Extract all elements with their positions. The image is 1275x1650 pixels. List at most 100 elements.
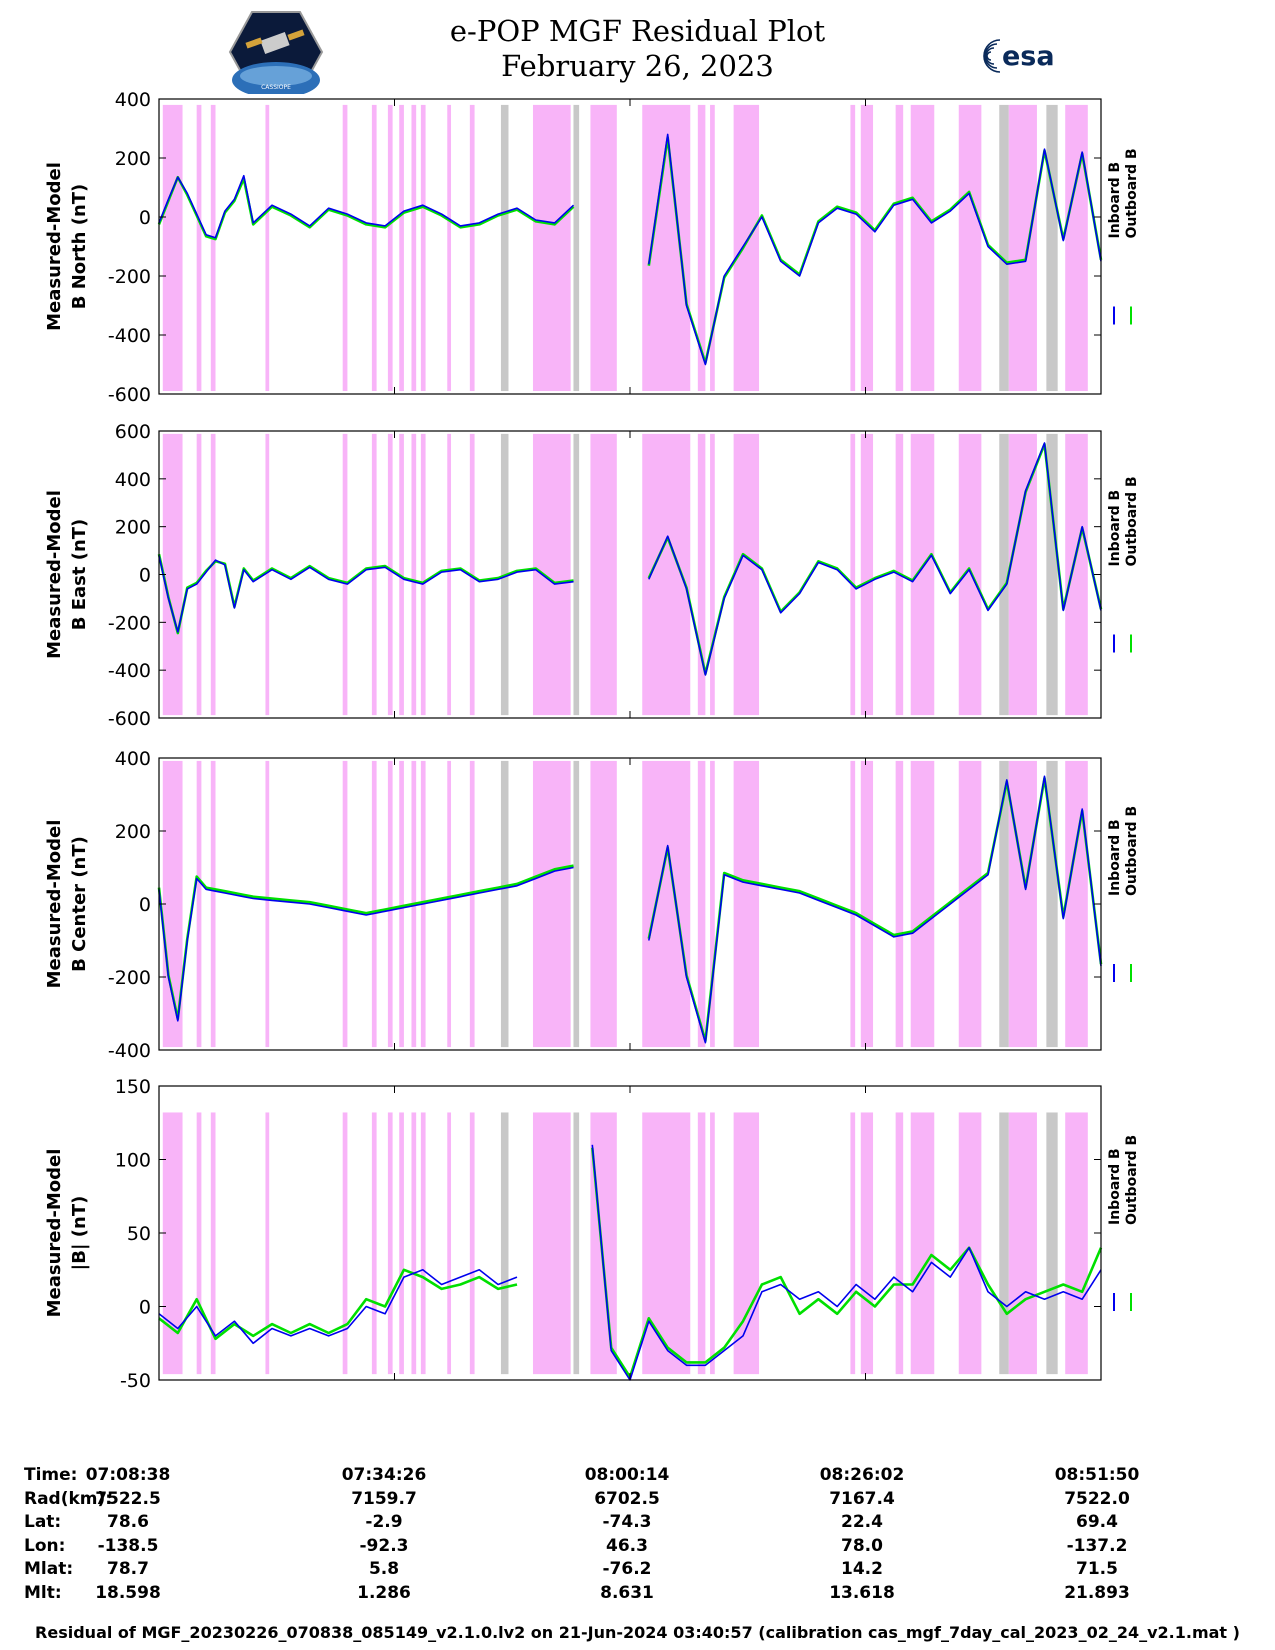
shaded-band — [642, 760, 691, 1048]
shaded-band — [532, 1112, 571, 1375]
info-row: Lon: -138.5 -92.3 46.3 78.0 -137.2 — [24, 1536, 1254, 1560]
y-axis-label: Measured-Model — [44, 490, 65, 659]
series-inboard-line — [158, 133, 1102, 366]
plot-date: February 26, 2023 — [501, 49, 774, 83]
gray-band — [999, 760, 1009, 1048]
shaded-band — [733, 433, 760, 716]
shaded-band — [532, 433, 571, 716]
info-row: Lat: 78.6 -2.9 -74.3 22.4 69.4 — [24, 1512, 1254, 1536]
info-value: 08:26:02 — [819, 1465, 905, 1485]
info-value: 14.2 — [841, 1559, 883, 1580]
info-value: 7522.5 — [95, 1488, 161, 1509]
info-label: Lon: — [24, 1535, 66, 1556]
y-axis-label: B East (nT) — [69, 519, 90, 631]
shaded-band — [910, 760, 935, 1048]
series-inboard-line — [158, 775, 1102, 1044]
shaded-band — [1008, 1112, 1037, 1375]
shaded-band — [420, 1112, 426, 1375]
esa-logo-text: esa — [1002, 41, 1055, 72]
info-value: 6702.5 — [594, 1488, 660, 1509]
info-label: Lat: — [24, 1512, 62, 1533]
info-value: 07:34:26 — [341, 1465, 427, 1485]
y-tick-label: -200 — [108, 967, 151, 989]
y-tick-label: 0 — [139, 565, 151, 587]
shaded-band — [399, 433, 404, 716]
shaded-band — [387, 104, 393, 392]
shaded-band — [958, 433, 982, 716]
info-label: Time: — [24, 1465, 78, 1485]
shaded-band — [895, 1112, 904, 1375]
panel-3: 400 200 0 -200 -400 Measured-Model B Center (n… — [44, 748, 1140, 1062]
shaded-band — [532, 760, 571, 1048]
shaded-band — [1008, 433, 1037, 716]
y-tick-label: -400 — [108, 1040, 151, 1062]
y-tick-label: -200 — [108, 612, 151, 634]
shaded-band — [1065, 760, 1088, 1048]
shaded-band — [420, 104, 426, 392]
y-tick-label: -200 — [108, 266, 151, 288]
info-value: 08:51:50 — [1054, 1465, 1140, 1485]
gray-band — [573, 433, 580, 716]
series-inboard-line — [158, 1144, 1102, 1381]
info-row: Time: 07:08:38 07:34:26 08:00:14 08:26:02 08:… — [24, 1465, 1254, 1489]
y-tick-label: -400 — [108, 325, 151, 347]
shaded-band — [1065, 433, 1088, 716]
shaded-band — [265, 1112, 270, 1375]
shaded-band — [411, 104, 417, 392]
gray-band — [1046, 760, 1058, 1048]
info-value: 69.4 — [1076, 1512, 1118, 1533]
gray-band — [500, 1112, 509, 1375]
info-label: Rad(km): — [24, 1488, 113, 1509]
shaded-band — [469, 760, 475, 1048]
y-tick-label: 200 — [115, 517, 151, 539]
info-value: 18.598 — [95, 1583, 161, 1603]
shaded-band — [399, 1112, 404, 1375]
shaded-band — [387, 1112, 393, 1375]
shaded-band — [590, 1112, 617, 1375]
shaded-band — [710, 104, 715, 392]
shaded-band — [958, 1112, 982, 1375]
info-value: -138.5 — [97, 1535, 159, 1556]
gray-band — [1046, 433, 1058, 716]
gray-band — [999, 1112, 1009, 1375]
y-axis-label: Measured-Model — [44, 1149, 65, 1318]
gray-band — [573, 1112, 580, 1375]
shaded-band — [532, 104, 571, 392]
info-value: 21.893 — [1064, 1583, 1130, 1603]
info-value: 78.6 — [107, 1512, 149, 1533]
shaded-band — [850, 104, 856, 392]
shaded-band — [265, 433, 270, 716]
series-inboard-line — [158, 442, 1102, 676]
shaded-band — [910, 104, 935, 392]
panel-4: 150 100 50 0 -50 Measured-Model |B| (nT) Inboar… — [44, 1076, 1140, 1392]
footer-text: Residual of MGF_20230226_070838_085149_v… — [35, 1623, 1240, 1642]
y-tick-label: 0 — [139, 1297, 151, 1319]
shaded-band — [371, 1112, 377, 1375]
shaded-band — [447, 1112, 452, 1375]
info-value: -92.3 — [359, 1535, 409, 1556]
legend-inboard-label: Inboard B — [1107, 490, 1123, 567]
shaded-band — [162, 433, 183, 716]
shaded-band — [265, 104, 270, 392]
shaded-band — [697, 104, 706, 392]
shaded-band — [447, 760, 452, 1048]
shaded-band — [958, 760, 982, 1048]
title-block: e-POP MGF Residual Plot February 26, 202… — [0, 14, 1275, 84]
info-value: 5.8 — [368, 1559, 400, 1580]
shaded-band — [371, 760, 377, 1048]
gray-band — [999, 433, 1009, 716]
y-tick-label: 200 — [115, 821, 151, 843]
plot-title: e-POP MGF Residual Plot — [449, 14, 826, 48]
shaded-band — [1008, 104, 1037, 392]
shaded-band — [196, 433, 202, 716]
y-tick-label: 0 — [139, 207, 151, 229]
shaded-band — [210, 104, 216, 392]
legend-inboard-label: Inboard B — [1107, 1148, 1123, 1225]
series-outboard-line — [158, 1147, 1103, 1379]
gray-band — [1046, 1112, 1058, 1375]
shaded-band — [447, 433, 452, 716]
shaded-band — [399, 760, 404, 1048]
y-tick-label: 600 — [115, 421, 151, 443]
shaded-band — [387, 433, 393, 716]
